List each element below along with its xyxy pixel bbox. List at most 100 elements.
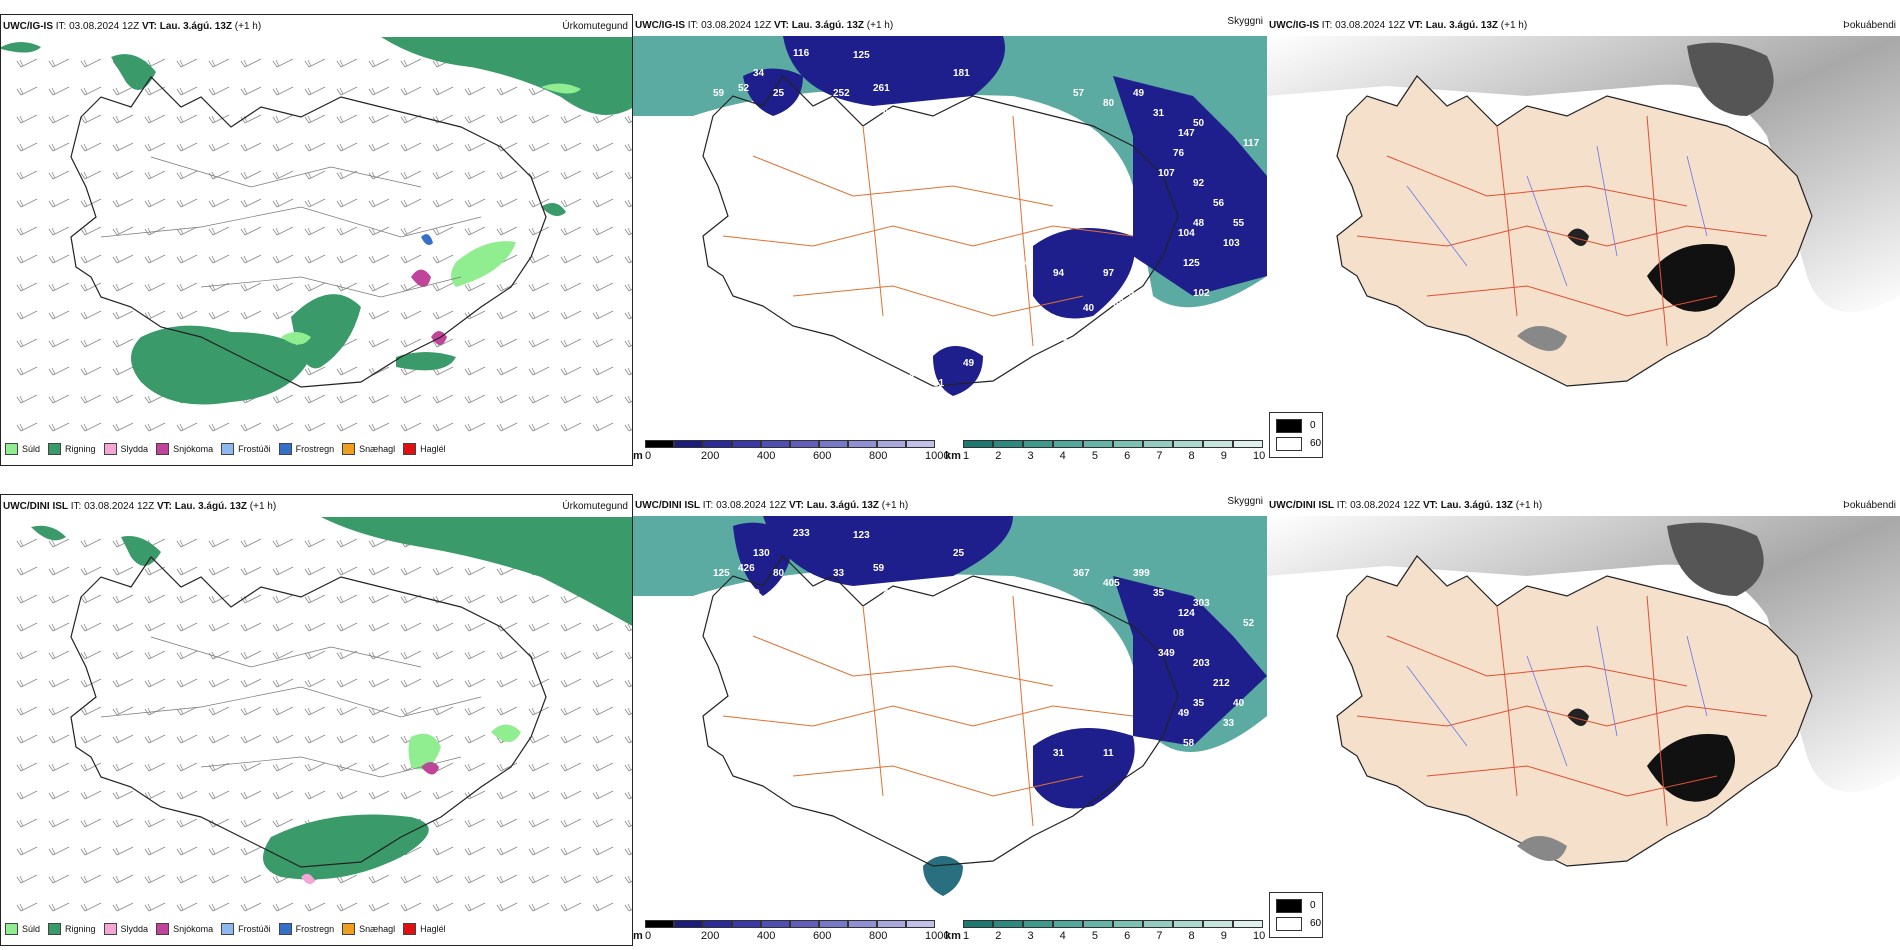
wind-barb (240, 226, 262, 236)
wind-barb (48, 114, 70, 124)
wind-barb (432, 566, 454, 576)
wind-barb (560, 198, 582, 208)
colorbar-segment (963, 920, 993, 928)
wind-barb (48, 818, 70, 828)
wind-barb (16, 394, 38, 404)
wind-barb (368, 58, 390, 68)
wind-barb (112, 874, 134, 884)
colorbar-segment (1143, 920, 1173, 928)
wind-barb (240, 734, 262, 744)
wind-barb (208, 902, 230, 912)
wind-barb (624, 707, 632, 716)
wind-barb (272, 706, 294, 716)
fog-legend-min: 0 (1310, 900, 1316, 911)
cloud-base-label: 295 (1193, 768, 1210, 779)
colorbar-segment (1023, 440, 1053, 448)
wind-barb (144, 226, 166, 236)
wind-barb (368, 902, 390, 912)
wind-barb (432, 170, 454, 180)
wind-barb (496, 874, 518, 884)
wind-barb (176, 846, 198, 856)
cloud-base-label: 50 (963, 258, 975, 269)
fog-legend-max: 60 (1310, 918, 1322, 929)
wind-barb (272, 790, 294, 800)
wind-barb (624, 679, 632, 688)
colorbar-segment (1083, 440, 1113, 448)
wind-barb (112, 310, 134, 320)
wind-barb (624, 763, 632, 772)
wind-barb (432, 902, 454, 912)
wind-barb (48, 86, 70, 96)
wind-barb (496, 310, 518, 320)
wind-barb (560, 226, 582, 236)
wind-barb (80, 622, 102, 632)
wind-barb (272, 58, 294, 68)
precip-map[interactable] (1, 517, 633, 917)
colorbar-segment (732, 440, 761, 448)
wind-barb (624, 199, 632, 208)
cloud-base-label: 349 (1158, 648, 1175, 659)
wind-barb (176, 86, 198, 96)
wind-barb (528, 818, 550, 828)
ceiling-visibility-map[interactable]: 233 123 130 125 426 80 33 59 25 367 405 399 369 49 51 3… (633, 516, 1267, 916)
wind-barb (240, 538, 262, 548)
wind-barb (592, 790, 614, 800)
wind-barb (560, 394, 582, 404)
wind-barb (80, 422, 102, 432)
cloud-base-label: 51 (963, 588, 975, 599)
wind-barb (624, 623, 632, 632)
wind-barb (592, 394, 614, 404)
colorbar-tick: 200 (701, 930, 720, 942)
panel-name: Úrkomutegund (562, 21, 628, 32)
wind-barb (16, 142, 38, 152)
wind-barb (48, 846, 70, 856)
cloud-base-label: 399 (1133, 568, 1150, 579)
colorbar-segment (645, 920, 674, 928)
cloud-base-label: 104 (1178, 228, 1195, 239)
wind-barb (208, 566, 230, 576)
wind-barb (464, 422, 486, 432)
wind-barb (80, 874, 102, 884)
fog-map[interactable] (1267, 36, 1900, 436)
wind-barb (464, 594, 486, 604)
wind-barb (144, 706, 166, 716)
wind-barb (80, 394, 102, 404)
wind-barb (336, 58, 358, 68)
wind-barb (16, 706, 38, 716)
wind-barb (496, 846, 518, 856)
precip-map[interactable] (1, 37, 633, 437)
cloud-base-label: 35 (1153, 588, 1165, 599)
cloud-base-label: 08 (1173, 628, 1185, 639)
wind-barb (112, 594, 134, 604)
wind-barb (144, 874, 166, 884)
wind-barb (528, 142, 550, 152)
wind-barb (336, 226, 358, 236)
wind-barb (560, 902, 582, 912)
legend-item: Frostúði (221, 443, 271, 455)
wind-barb (400, 198, 422, 208)
panel-title: UWC/IG-IS IT: 03.08.2024 12Z VT: Lau. 3.… (1269, 20, 1528, 31)
wind-barb (624, 283, 632, 292)
cloud-base-label: 49 (1133, 88, 1145, 99)
wind-barb (464, 706, 486, 716)
cloud-base-label: 55 (1233, 218, 1245, 229)
cloud-base-label: 426 (738, 563, 755, 574)
colorbar-tick: 200 (701, 450, 720, 462)
wind-barb (400, 902, 422, 912)
wind-barb (400, 394, 422, 404)
wind-barb (144, 762, 166, 772)
colorbar-segment (819, 440, 848, 448)
legend-swatch (103, 923, 117, 935)
precip-legend: Súld Rigning Slydda Snjókoma Frostúði Frostre… (5, 443, 446, 455)
wind-barb (368, 734, 390, 744)
visibility-colorbar: km 1 2 3 4 5 6 7 8 9 10 (945, 920, 1267, 946)
wind-barb (304, 734, 326, 744)
wind-barb (272, 422, 294, 432)
wind-barb (496, 422, 518, 432)
wind-barb (496, 366, 518, 376)
wind-barb (560, 338, 582, 348)
wind-barb (272, 818, 294, 828)
fog-map[interactable] (1267, 516, 1900, 916)
wind-barb (304, 790, 326, 800)
